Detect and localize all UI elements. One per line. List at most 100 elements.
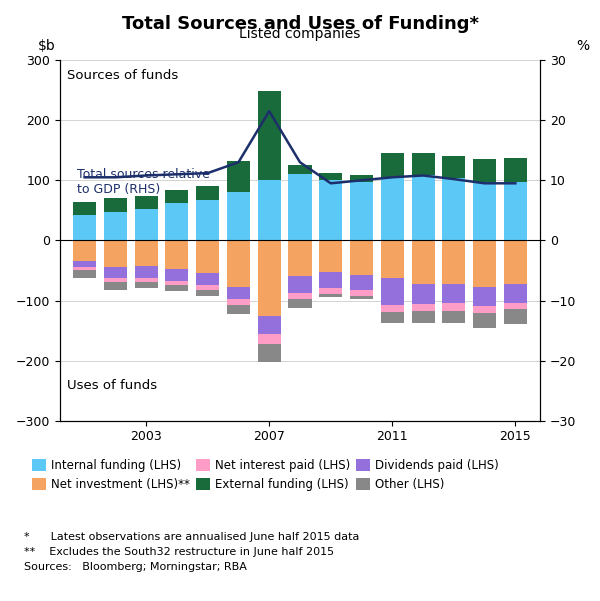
Bar — [104, 278, 127, 282]
Bar — [289, 240, 311, 276]
Bar — [257, 180, 281, 240]
Bar — [473, 287, 496, 306]
Bar — [473, 159, 496, 182]
Bar — [319, 173, 343, 180]
Bar — [196, 186, 219, 200]
Bar — [350, 290, 373, 296]
Bar — [319, 294, 343, 297]
Bar — [227, 299, 250, 305]
Bar — [289, 293, 311, 299]
Bar — [442, 303, 466, 311]
Bar — [319, 180, 343, 240]
Bar — [104, 212, 127, 240]
Bar — [504, 240, 527, 284]
Bar — [73, 267, 96, 270]
Bar — [73, 261, 96, 267]
Bar — [104, 267, 127, 278]
Bar — [134, 266, 158, 278]
Text: *      Latest observations are annualised June half 2015 data: * Latest observations are annualised Jun… — [24, 532, 359, 542]
Bar — [227, 305, 250, 314]
Bar — [257, 91, 281, 180]
Bar — [227, 287, 250, 299]
Bar — [473, 313, 496, 328]
Bar — [257, 316, 281, 334]
Text: Listed companies: Listed companies — [239, 27, 361, 41]
Text: Uses of funds: Uses of funds — [67, 379, 157, 392]
Bar — [73, 215, 96, 240]
Text: %: % — [576, 39, 589, 53]
Bar — [134, 282, 158, 288]
Bar — [442, 311, 466, 323]
Bar — [227, 161, 250, 192]
Bar — [473, 182, 496, 240]
Bar — [166, 281, 188, 285]
Text: Sources:   Bloomberg; Morningstar; RBA: Sources: Bloomberg; Morningstar; RBA — [24, 562, 247, 572]
Bar — [350, 175, 373, 182]
Bar — [504, 182, 527, 240]
Bar — [350, 182, 373, 240]
Bar — [412, 153, 434, 175]
Bar — [473, 306, 496, 313]
Bar — [166, 190, 188, 203]
Bar — [350, 240, 373, 275]
Bar — [196, 290, 219, 296]
Bar — [381, 178, 404, 240]
Bar — [350, 275, 373, 290]
Bar — [381, 312, 404, 323]
Bar — [104, 240, 127, 267]
Bar — [381, 278, 404, 305]
Bar — [73, 270, 96, 278]
Bar — [104, 198, 127, 212]
Bar — [134, 240, 158, 266]
Bar — [504, 303, 527, 309]
Bar — [412, 284, 434, 304]
Bar — [442, 284, 466, 303]
Bar — [73, 240, 96, 261]
Bar — [289, 165, 311, 174]
Text: Sources of funds: Sources of funds — [67, 69, 178, 82]
Bar — [442, 178, 466, 240]
Text: $b: $b — [37, 39, 55, 53]
Bar — [257, 334, 281, 344]
Bar — [504, 284, 527, 303]
Bar — [289, 276, 311, 293]
Bar — [350, 296, 373, 299]
Bar — [134, 278, 158, 282]
Bar — [227, 192, 250, 240]
Bar — [104, 282, 127, 290]
Bar — [196, 240, 219, 273]
Bar — [166, 203, 188, 240]
Bar — [442, 240, 466, 284]
Bar — [257, 344, 281, 362]
Text: Total sources relative
to GDP (RHS): Total sources relative to GDP (RHS) — [77, 168, 209, 197]
Bar — [166, 285, 188, 291]
Bar — [166, 240, 188, 269]
Bar — [319, 240, 343, 272]
Legend: Internal funding (LHS), Net investment (LHS)**, Net interest paid (LHS), Externa: Internal funding (LHS), Net investment (… — [32, 459, 499, 491]
Text: **    Excludes the South32 restructure in June half 2015: ** Excludes the South32 restructure in J… — [24, 547, 334, 557]
Bar — [412, 311, 434, 323]
Bar — [289, 299, 311, 308]
Bar — [381, 153, 404, 178]
Bar — [412, 240, 434, 284]
Bar — [227, 240, 250, 287]
Bar — [381, 240, 404, 278]
Bar — [442, 156, 466, 178]
Bar — [381, 305, 404, 312]
Bar — [473, 240, 496, 287]
Bar — [196, 200, 219, 240]
Bar — [504, 309, 527, 324]
Bar — [412, 304, 434, 311]
Bar — [73, 202, 96, 215]
Bar — [319, 272, 343, 288]
Bar — [289, 174, 311, 240]
Bar — [412, 175, 434, 240]
Bar — [504, 158, 527, 182]
Bar — [166, 269, 188, 281]
Bar — [196, 285, 219, 290]
Bar — [257, 240, 281, 316]
Bar — [319, 288, 343, 294]
Bar — [196, 273, 219, 285]
Text: Total Sources and Uses of Funding*: Total Sources and Uses of Funding* — [121, 15, 479, 33]
Bar — [134, 196, 158, 209]
